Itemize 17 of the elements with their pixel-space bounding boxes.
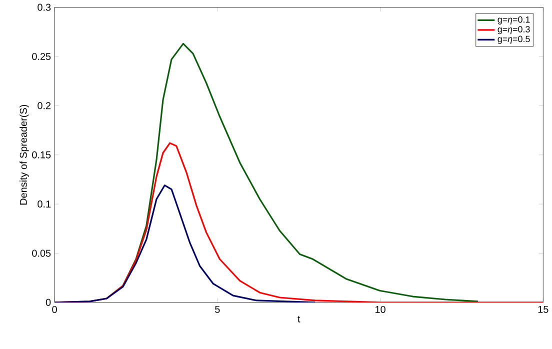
legend-label: g=η=0.3 xyxy=(498,26,530,34)
legend-label: g=η=0.1 xyxy=(498,16,530,24)
x-tick-label: 5 xyxy=(215,306,220,313)
legend-label: g=η=0.5 xyxy=(498,36,530,44)
x-tick-label: 10 xyxy=(376,306,386,313)
y-tick-label: 0.25 xyxy=(32,52,51,60)
x-axis-title: t xyxy=(298,316,300,322)
y-axis-title: Density of Spreader(S) xyxy=(20,104,29,205)
y-tick-label: 0.2 xyxy=(38,102,51,110)
y-tick-label: 0.3 xyxy=(38,4,51,11)
line-series xyxy=(54,184,316,302)
y-tick-label: 0.05 xyxy=(32,250,51,257)
y-tick-label: 0.15 xyxy=(32,151,51,158)
x-tick-label: 0 xyxy=(52,306,57,313)
x-tick-label: 15 xyxy=(538,306,548,313)
y-tick-label: 0.1 xyxy=(38,200,51,208)
y-tick-label: 0 xyxy=(46,298,51,306)
